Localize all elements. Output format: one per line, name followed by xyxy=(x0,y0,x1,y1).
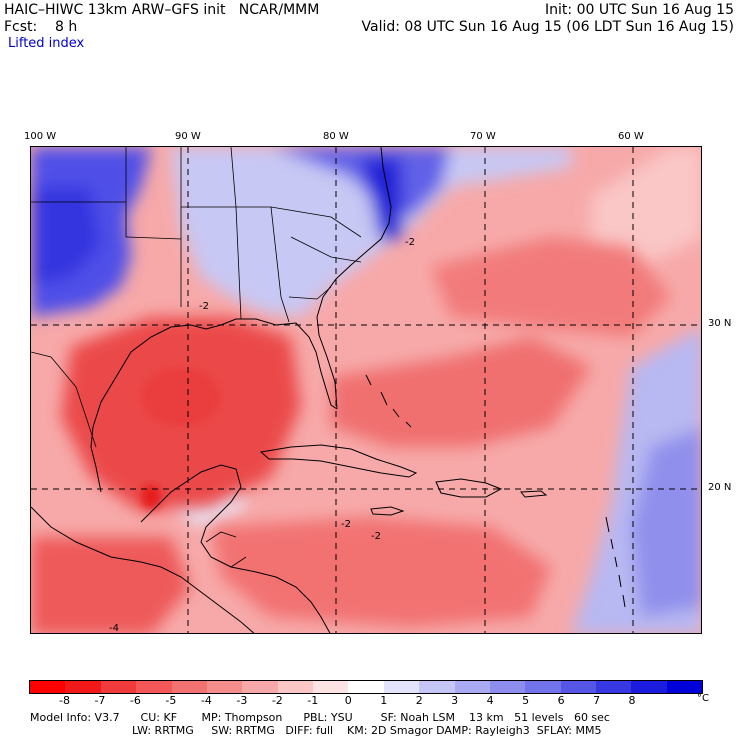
coastline-yucatan-central-america xyxy=(140,464,331,633)
colorbar-swatch xyxy=(100,681,137,693)
stable-region-mid-atlantic xyxy=(271,147,451,217)
unstable-region-caribbean xyxy=(211,517,551,627)
colorbar-swatch xyxy=(277,681,313,693)
colorbar-unit: °C xyxy=(697,693,709,704)
forecast-hour: Fcst: 8 h xyxy=(4,19,78,35)
valid-time: Valid: 08 UTC Sun 16 Aug 15 (06 LDT Sun … xyxy=(361,19,735,35)
colorbar-swatch xyxy=(631,681,667,693)
colorbar-tick-label: -5 xyxy=(165,694,177,707)
border-kentucky xyxy=(230,147,237,208)
model-title: HAIC–HIWC 13km ARW–GFS init NCAR/MMM xyxy=(4,2,320,18)
contour-label: -2 xyxy=(199,301,209,312)
stable-regions xyxy=(31,147,701,633)
political-borders xyxy=(31,147,362,568)
colorbar-tick-label: 8 xyxy=(628,694,636,707)
colorbar-swatch xyxy=(30,681,66,693)
colorbar-swatch xyxy=(419,681,455,693)
colorbar xyxy=(29,680,703,694)
coastline-jamaica xyxy=(370,506,405,516)
colorbar-tick-label: -3 xyxy=(236,694,248,707)
model-info-line1: Model Info: V3.7 CU: KF MP: Thompson PBL… xyxy=(30,711,610,724)
stable-region-east-core xyxy=(631,427,701,617)
colorbar-tick-label: 6 xyxy=(557,694,565,707)
contour-label: -2 xyxy=(371,531,381,542)
peak-instability-gulf-core xyxy=(141,367,221,427)
coastlines xyxy=(31,147,626,633)
stable-region-southeast-us xyxy=(171,147,571,317)
init-time: Init: 00 UTC Sun 16 Aug 15 xyxy=(545,2,734,18)
colorbar-swatch xyxy=(65,681,101,693)
coastline-puerto-rico xyxy=(519,490,548,498)
unstable-region-central-atlantic xyxy=(431,237,671,337)
colorbar-swatch xyxy=(348,681,384,693)
stable-region-northeast-ocean xyxy=(591,147,701,267)
contour-labels: -2 -2 -2 -2 -4 xyxy=(109,237,415,634)
border-central-america xyxy=(205,531,247,568)
contour-label: -2 xyxy=(405,237,415,248)
colorbar-swatch xyxy=(171,681,207,693)
border-carolinas xyxy=(290,236,362,263)
contour-label: -2 xyxy=(341,519,351,530)
colorbar-tick-label: -6 xyxy=(129,694,141,707)
unstable-region-east-pacific xyxy=(31,537,191,633)
lon-label-60w: 60 W xyxy=(618,131,644,142)
lat-label-20n: 20 N xyxy=(708,482,732,493)
coastline-gulf xyxy=(90,318,338,493)
colorbar-tick-label: -4 xyxy=(200,694,212,707)
border-mississippi-alabama xyxy=(235,206,242,320)
border-alabama-georgia xyxy=(270,206,290,323)
colorbar-swatch xyxy=(596,681,632,693)
colorbar-swatch xyxy=(383,681,420,693)
coastline-hispaniola xyxy=(435,478,503,498)
field-name: Lifted index xyxy=(8,36,85,51)
colorbar-tick-label: 3 xyxy=(451,694,459,707)
colorbar-swatch xyxy=(525,681,561,693)
colorbar-tick-label: -8 xyxy=(58,694,70,707)
lifted-index-map: -2 -2 -2 -2 -4 xyxy=(30,146,702,634)
unstable-regions xyxy=(31,237,671,633)
coastline-bahamas xyxy=(365,374,412,428)
lon-label-90w: 90 W xyxy=(175,131,201,142)
colorbar-tick-label: 0 xyxy=(344,694,352,707)
lon-label-70w: 70 W xyxy=(470,131,496,142)
colorbar-tick-label: 1 xyxy=(380,694,388,707)
colorbar-swatch xyxy=(242,681,278,693)
border-georgia-florida xyxy=(288,286,332,300)
stable-region-chesapeake xyxy=(361,157,403,242)
model-info-line2: LW: RRTMG SW: RRTMG DIFF: full KM: 2D Sm… xyxy=(132,724,602,737)
unstable-region-bahamas xyxy=(331,337,591,447)
colorbar-swatch xyxy=(666,681,703,693)
lon-label-80w: 80 W xyxy=(323,131,349,142)
colorbar-swatch xyxy=(313,681,349,693)
contour-label: -4 xyxy=(109,623,119,634)
coastline-lesser-antilles xyxy=(605,516,626,608)
stable-region-core-west xyxy=(31,187,101,287)
colorbar-tick-label: -1 xyxy=(307,694,319,707)
lon-label-100w: 100 W xyxy=(24,131,57,142)
colorbar-tick-label: -2 xyxy=(271,694,283,707)
colorbar-tick-label: 4 xyxy=(486,694,494,707)
coastline-atlantic xyxy=(316,147,392,410)
peak-instability xyxy=(141,367,221,509)
colorbar-tick-label: 2 xyxy=(415,694,423,707)
colorbar-swatch xyxy=(560,681,596,693)
lat-label-30n: 30 N xyxy=(708,318,732,329)
border-texas-oklahoma-arkansas xyxy=(31,201,182,307)
colorbar-swatch xyxy=(206,681,243,693)
colorbar-swatch xyxy=(489,681,526,693)
border-mexico-us xyxy=(31,351,97,448)
colorbar-swatch xyxy=(136,681,172,693)
colorbar-tick-label: 5 xyxy=(522,694,530,707)
colorbar-tick-label: 7 xyxy=(593,694,601,707)
coastline-mexico-pacific xyxy=(31,506,255,633)
peak-instability-cell xyxy=(141,485,161,509)
colorbar-swatch xyxy=(454,681,490,693)
colorbar-tick-label: -7 xyxy=(94,694,106,707)
map-canvas: -2 -2 -2 -2 -4 xyxy=(31,147,701,634)
coastline-cuba xyxy=(259,444,418,478)
